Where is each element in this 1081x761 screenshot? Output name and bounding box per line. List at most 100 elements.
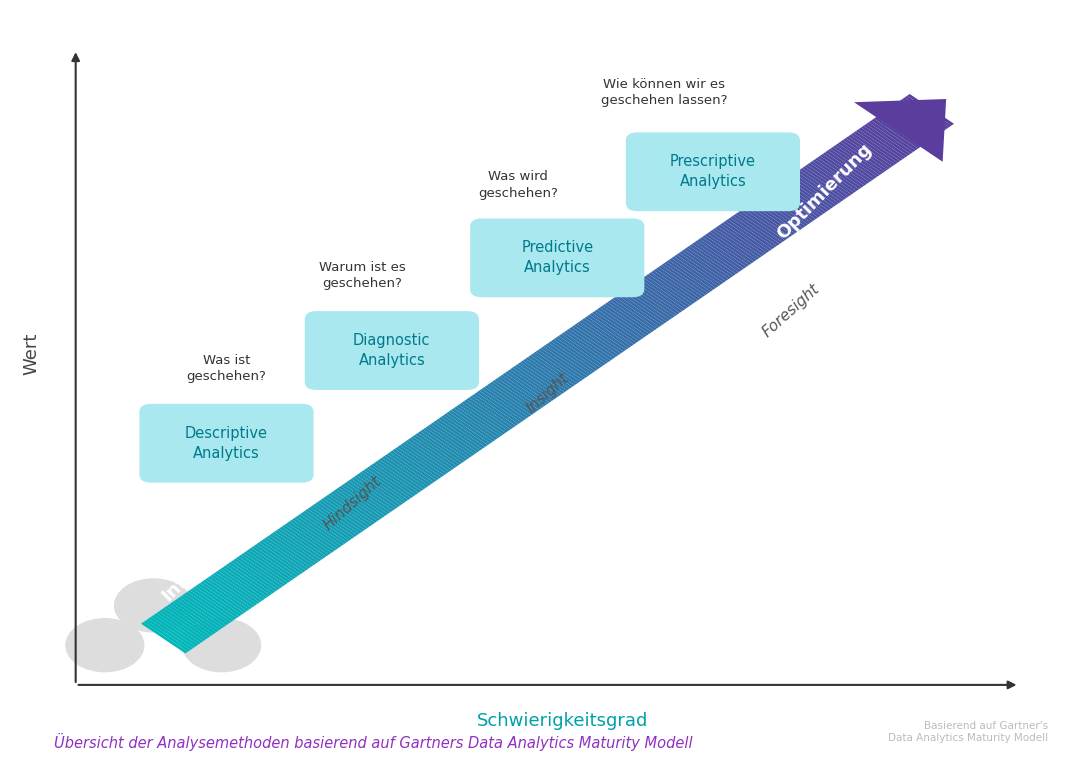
- Polygon shape: [497, 377, 544, 408]
- Polygon shape: [305, 509, 352, 540]
- Polygon shape: [692, 242, 738, 274]
- Polygon shape: [364, 468, 411, 500]
- Polygon shape: [869, 120, 916, 152]
- Polygon shape: [256, 543, 304, 574]
- Polygon shape: [226, 564, 272, 595]
- Polygon shape: [548, 341, 596, 373]
- Polygon shape: [669, 258, 716, 290]
- Polygon shape: [516, 364, 562, 396]
- Polygon shape: [620, 291, 667, 323]
- Polygon shape: [740, 209, 787, 240]
- Polygon shape: [151, 615, 198, 646]
- Polygon shape: [871, 119, 918, 150]
- Polygon shape: [766, 191, 813, 223]
- Polygon shape: [192, 587, 239, 618]
- Polygon shape: [174, 599, 222, 631]
- Polygon shape: [325, 495, 373, 527]
- Polygon shape: [746, 205, 792, 237]
- Polygon shape: [784, 179, 831, 210]
- Text: Diagnostic
Analytics: Diagnostic Analytics: [353, 333, 430, 368]
- Text: Warum ist es
geschehen?: Warum ist es geschehen?: [319, 261, 406, 291]
- Polygon shape: [905, 96, 951, 127]
- Polygon shape: [161, 608, 209, 639]
- Polygon shape: [628, 286, 675, 318]
- Polygon shape: [469, 396, 516, 428]
- Polygon shape: [426, 426, 472, 457]
- Polygon shape: [564, 330, 611, 362]
- Polygon shape: [712, 228, 759, 260]
- Polygon shape: [877, 115, 923, 147]
- FancyBboxPatch shape: [626, 132, 800, 212]
- Polygon shape: [303, 511, 349, 543]
- Polygon shape: [820, 154, 867, 186]
- Polygon shape: [694, 240, 742, 272]
- Polygon shape: [344, 482, 390, 514]
- Polygon shape: [477, 390, 523, 422]
- Polygon shape: [815, 158, 862, 189]
- Polygon shape: [520, 361, 568, 392]
- Polygon shape: [213, 572, 259, 604]
- Polygon shape: [776, 184, 824, 215]
- Polygon shape: [825, 151, 872, 182]
- Polygon shape: [348, 479, 396, 511]
- Polygon shape: [479, 389, 526, 420]
- Polygon shape: [845, 136, 893, 168]
- Text: Schwierigkeitsgrad: Schwierigkeitsgrad: [477, 712, 648, 731]
- Text: Wert: Wert: [23, 333, 41, 375]
- Polygon shape: [890, 107, 936, 138]
- Polygon shape: [690, 244, 736, 275]
- Polygon shape: [856, 129, 903, 161]
- Polygon shape: [284, 523, 332, 555]
- Polygon shape: [510, 368, 557, 400]
- Polygon shape: [282, 525, 329, 556]
- Polygon shape: [638, 279, 685, 311]
- Polygon shape: [546, 343, 592, 374]
- Polygon shape: [369, 465, 416, 496]
- Polygon shape: [774, 186, 820, 218]
- Polygon shape: [318, 500, 364, 532]
- Polygon shape: [405, 440, 452, 472]
- Polygon shape: [899, 99, 946, 131]
- Polygon shape: [802, 167, 849, 198]
- Polygon shape: [682, 250, 729, 281]
- Polygon shape: [597, 307, 644, 339]
- Polygon shape: [731, 216, 777, 247]
- Polygon shape: [262, 539, 308, 571]
- Polygon shape: [179, 595, 226, 627]
- Polygon shape: [267, 536, 313, 567]
- Polygon shape: [157, 611, 203, 643]
- Polygon shape: [804, 164, 852, 196]
- Text: Insight: Insight: [523, 371, 572, 416]
- Polygon shape: [198, 583, 244, 615]
- Polygon shape: [843, 139, 890, 170]
- Polygon shape: [574, 323, 620, 355]
- Polygon shape: [841, 140, 888, 171]
- Polygon shape: [503, 373, 549, 405]
- Polygon shape: [170, 603, 216, 634]
- Polygon shape: [295, 516, 342, 547]
- Polygon shape: [254, 544, 301, 576]
- Polygon shape: [236, 556, 283, 588]
- Polygon shape: [699, 237, 747, 269]
- Polygon shape: [830, 147, 877, 179]
- Polygon shape: [535, 350, 583, 381]
- Polygon shape: [438, 417, 485, 449]
- Polygon shape: [366, 466, 413, 498]
- Polygon shape: [264, 537, 311, 568]
- Polygon shape: [359, 472, 405, 503]
- Polygon shape: [779, 183, 826, 214]
- Polygon shape: [658, 266, 706, 297]
- Polygon shape: [800, 168, 846, 199]
- Polygon shape: [205, 578, 252, 610]
- Polygon shape: [600, 306, 646, 337]
- Polygon shape: [864, 124, 910, 155]
- Polygon shape: [182, 594, 229, 626]
- Text: Was wird
geschehen?: Was wird geschehen?: [479, 170, 558, 200]
- Polygon shape: [259, 540, 306, 572]
- Polygon shape: [523, 359, 570, 390]
- Polygon shape: [331, 492, 377, 523]
- Polygon shape: [241, 553, 288, 584]
- Polygon shape: [312, 504, 360, 535]
- Polygon shape: [208, 576, 254, 607]
- Polygon shape: [210, 575, 257, 606]
